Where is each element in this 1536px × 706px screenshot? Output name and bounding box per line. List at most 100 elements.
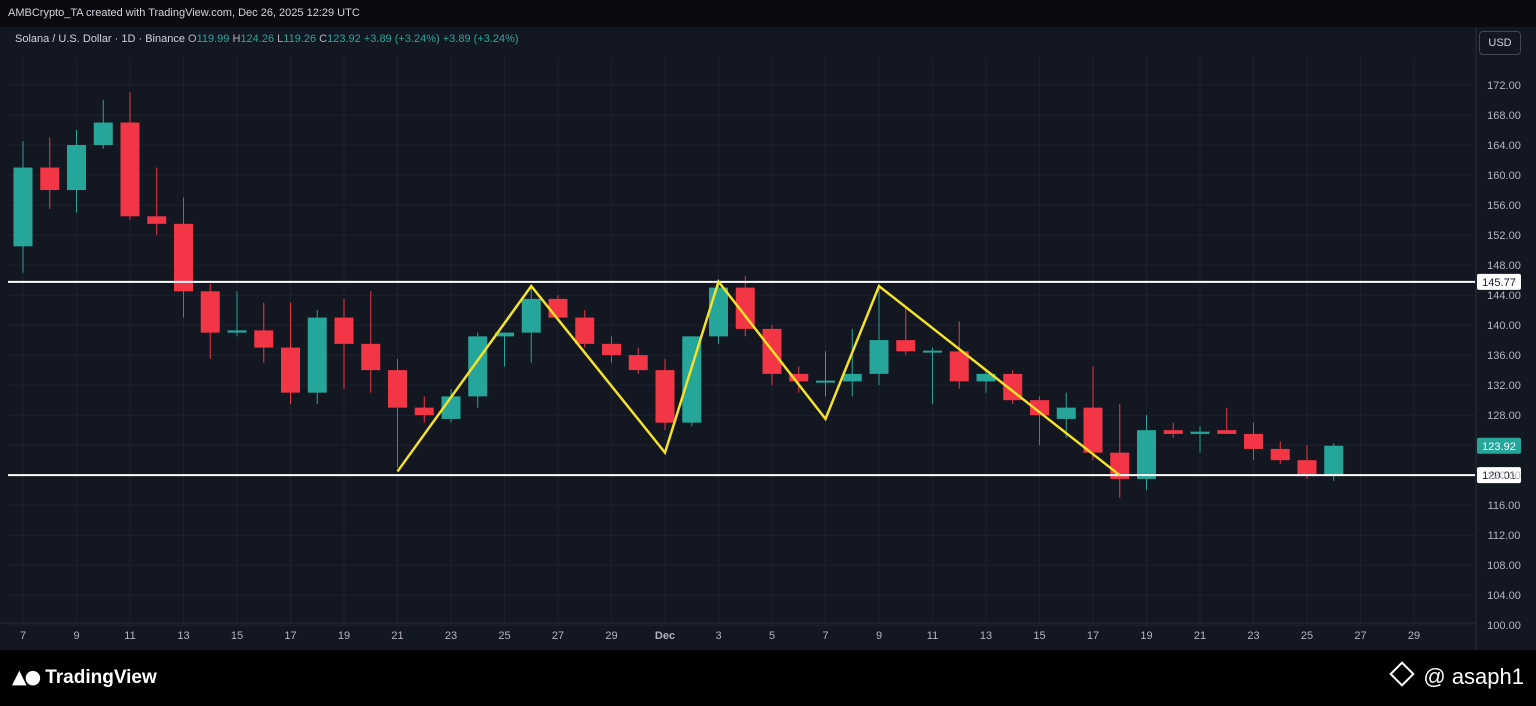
- high-label: H: [232, 33, 241, 45]
- attribution-text: AMBCrypto_TA created with TradingView.co…: [8, 7, 360, 19]
- candle-body: [1056, 407, 1076, 419]
- binance-diamond-icon: [1389, 661, 1416, 687]
- candle-body: [548, 298, 568, 318]
- candle: [254, 302, 274, 363]
- candle-body: [361, 343, 381, 371]
- x-tick-label: 9: [876, 630, 882, 642]
- candle-body: [334, 317, 354, 344]
- tradingview-logo-text: TradingView: [45, 667, 157, 688]
- y-tick-label: 148.00: [1487, 260, 1521, 272]
- pattern-drawing: [396, 278, 1121, 477]
- candle-body: [227, 330, 247, 333]
- y-tick-label: 132.00: [1487, 380, 1521, 392]
- candle: [789, 366, 809, 393]
- y-tick-label: 160.00: [1487, 170, 1521, 182]
- watermark: @ asaph1: [1389, 661, 1524, 690]
- candle: [949, 321, 969, 389]
- candle: [1190, 426, 1210, 453]
- candle-body: [1324, 445, 1344, 476]
- y-tick-label: 128.00: [1487, 410, 1521, 422]
- candle: [93, 100, 113, 149]
- open-label: O: [188, 33, 197, 45]
- candle-body: [949, 351, 969, 382]
- candle: [896, 306, 916, 356]
- candle: [1163, 422, 1183, 438]
- chart-panel[interactable]: 145.77 120.01 100.00 104.00 108.00 112.00 116…: [0, 27, 1536, 650]
- y-tick-label: 168.00: [1487, 110, 1521, 122]
- candle-body: [254, 330, 274, 348]
- x-tick-label: 27: [1354, 630, 1366, 642]
- price-chart[interactable]: 145.77 120.01 100.00 104.00 108.00 112.00 116…: [0, 27, 1536, 650]
- candle-body: [869, 340, 889, 374]
- candle-body: [1163, 430, 1183, 434]
- axes: 100.00 104.00 108.00 112.00 116.00 120.00 124.…: [0, 27, 1521, 650]
- candle-body: [575, 317, 595, 344]
- candle: [816, 351, 835, 397]
- candle-body: [816, 380, 835, 383]
- close-label: C: [319, 33, 328, 45]
- candle-body: [1083, 407, 1103, 453]
- candle: [869, 283, 889, 386]
- y-tick-label: 136.00: [1487, 350, 1521, 362]
- candle-body: [414, 407, 434, 416]
- x-tick-label: 19: [1140, 630, 1152, 642]
- candle: [1270, 441, 1290, 464]
- y-tick-label: 108.00: [1487, 560, 1521, 572]
- candle: [414, 396, 434, 423]
- candle: [40, 137, 60, 209]
- candle-body: [1190, 431, 1210, 434]
- candle-body: [1217, 430, 1237, 434]
- x-tick-label: 7: [822, 630, 828, 642]
- support-resistance-lines: 145.77 120.01: [8, 273, 1521, 484]
- x-tick-label: 13: [177, 630, 189, 642]
- x-tick-label: 3: [715, 630, 721, 642]
- candle-body: [521, 298, 541, 333]
- candle: [1056, 392, 1076, 438]
- y-tick-label: 140.00: [1487, 320, 1521, 332]
- candle: [575, 310, 595, 348]
- candle: [281, 302, 300, 404]
- candle: [1297, 445, 1317, 479]
- candle: [468, 332, 488, 408]
- candle-body: [200, 291, 220, 333]
- x-tick-label: 29: [605, 630, 617, 642]
- candles: [13, 92, 1344, 498]
- x-tick-label: 11: [927, 630, 938, 642]
- x-tick-label: 25: [1301, 630, 1313, 642]
- y-tick-label: 164.00: [1487, 140, 1521, 152]
- change-value-2: +3.89 (+3.24%): [442, 33, 519, 45]
- candle: [1110, 403, 1130, 498]
- y-tick-label: 104.00: [1487, 590, 1521, 602]
- candle: [147, 167, 167, 236]
- candle: [174, 197, 193, 318]
- grid: [8, 57, 1475, 626]
- candle-body: [388, 370, 407, 408]
- zigzag-pattern-line: [396, 278, 1121, 477]
- currency-button[interactable]: USD: [1479, 31, 1521, 55]
- high-value: 124.26: [240, 33, 275, 45]
- candle: [1083, 366, 1103, 461]
- candle: [602, 336, 621, 363]
- candle: [1137, 415, 1156, 491]
- candle: [120, 92, 140, 221]
- x-tick-label: 15: [1033, 630, 1045, 642]
- close-value: 123.92: [327, 33, 361, 45]
- candle-body: [1270, 448, 1290, 461]
- candle-body: [789, 373, 809, 382]
- last-price-tag: [1477, 437, 1521, 454]
- candle-body: [281, 347, 300, 393]
- candle: [1030, 396, 1049, 446]
- candle-body: [120, 122, 140, 217]
- candle: [361, 291, 381, 393]
- candle: [842, 328, 862, 397]
- footer: ▲● TradingView @ asaph1: [0, 650, 1536, 706]
- candle-body: [40, 167, 60, 191]
- y-tick-label: 112.00: [1488, 530, 1521, 542]
- x-tick-label: 9: [73, 630, 79, 642]
- y-tick-label: 172.00: [1487, 80, 1521, 92]
- candle: [1244, 422, 1263, 461]
- level-price-label: 120.01: [1482, 470, 1516, 482]
- x-tick-label: 17: [284, 630, 296, 642]
- candle-body: [709, 287, 728, 337]
- candle-body: [67, 145, 86, 191]
